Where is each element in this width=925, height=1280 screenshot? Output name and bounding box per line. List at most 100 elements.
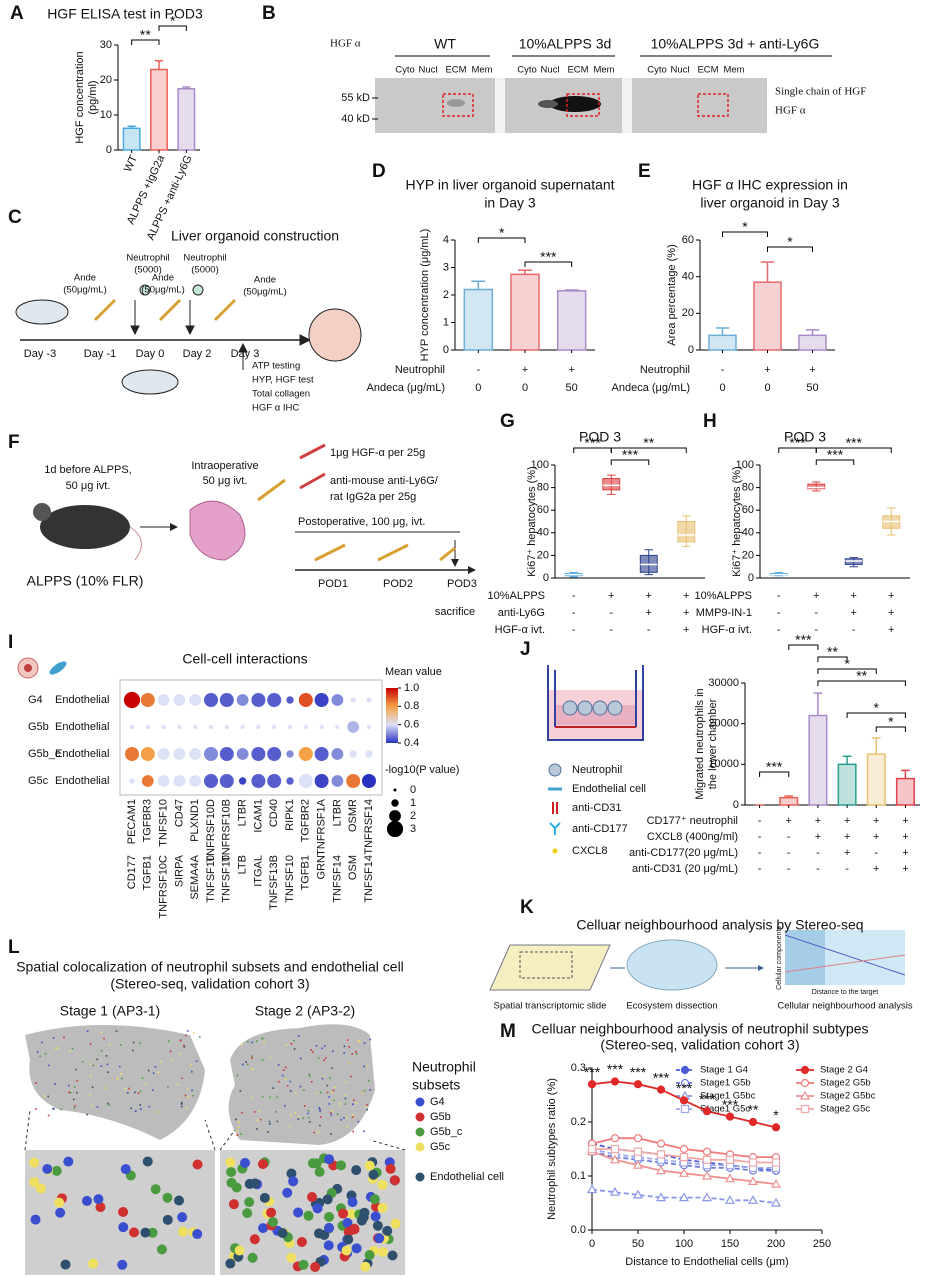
label: G5b	[28, 721, 49, 733]
speckle	[237, 1126, 240, 1128]
speckle	[366, 1108, 368, 1111]
speckle	[120, 1072, 122, 1075]
label: -	[787, 847, 791, 859]
label: G5c	[28, 775, 49, 787]
label: +	[902, 831, 908, 843]
y-tick-label: 0.1	[571, 1170, 586, 1182]
label: (Stereo-seq, validation cohort 3)	[110, 976, 309, 992]
dot	[331, 694, 344, 706]
zoom-dot	[387, 1250, 398, 1261]
dot	[141, 775, 154, 787]
zoom-dot	[364, 1160, 375, 1171]
speckle	[365, 1104, 368, 1106]
error-bar	[182, 86, 191, 89]
label: POD2	[383, 578, 413, 590]
label: Stage2 G5bc	[820, 1091, 876, 1102]
label: +	[815, 815, 821, 827]
label: the lower chamber	[707, 698, 719, 789]
label: LTBR	[331, 799, 343, 826]
speckle	[238, 1121, 240, 1123]
zoom-dot	[117, 1259, 128, 1270]
y-tick-label: 80	[537, 482, 549, 494]
speckle	[121, 1077, 123, 1080]
marker	[587, 1080, 597, 1089]
dot	[129, 778, 135, 784]
speckle	[348, 1062, 351, 1065]
speckle	[289, 1114, 292, 1116]
label: POD 3	[579, 429, 621, 445]
speckle	[44, 1053, 47, 1055]
label: Cyto	[517, 65, 537, 76]
zoom-dot	[346, 1209, 357, 1220]
speckle	[191, 1070, 193, 1073]
dot	[125, 747, 139, 761]
label: +	[851, 590, 857, 602]
speckle	[130, 1107, 132, 1110]
label: TNFRSF10C	[158, 855, 170, 919]
zoom-dot	[296, 1237, 307, 1248]
dot	[236, 748, 249, 760]
speckle	[308, 1116, 310, 1119]
zoom-dot	[364, 1250, 375, 1261]
label: Celluar neighbourhood analysis by Stereo…	[576, 917, 863, 933]
label: anti-CD31 (20 μg/mL)	[632, 863, 738, 875]
marker	[701, 1170, 713, 1180]
speckle	[132, 1049, 134, 1052]
speckle	[117, 1077, 119, 1079]
speckle	[261, 1037, 263, 1039]
label: WT	[434, 36, 456, 52]
y-tick-label: 30	[100, 39, 112, 51]
error-bar	[471, 280, 486, 290]
speckle	[55, 1047, 57, 1050]
zoom-dot	[244, 1178, 255, 1189]
speckle	[363, 1042, 366, 1044]
label: Endothelial	[55, 694, 109, 706]
label: +	[888, 607, 894, 619]
marker	[632, 1159, 644, 1169]
marker	[725, 1112, 735, 1121]
label: POD3	[447, 578, 477, 590]
sig-bracket	[875, 726, 906, 732]
label: +	[683, 607, 689, 619]
zoom-dot	[225, 1157, 236, 1168]
neighbourhood-diagram	[489, 930, 906, 991]
color-tick-label: 0.4	[404, 737, 419, 749]
speckle	[363, 1065, 365, 1068]
label: +	[873, 815, 879, 827]
dot	[346, 774, 361, 788]
speckle	[333, 1099, 335, 1102]
label: anti-CD177(20 μg/mL)	[629, 847, 738, 859]
speckle	[190, 1063, 192, 1066]
x-tick-label: 100	[675, 1238, 693, 1250]
zoom-dot	[286, 1252, 297, 1263]
label: +	[844, 847, 850, 859]
dot	[298, 693, 313, 707]
dot	[123, 691, 141, 709]
label: -	[609, 607, 613, 619]
label: Neutrophil	[126, 253, 169, 264]
zoom-dot	[118, 1222, 129, 1233]
label: -	[816, 847, 820, 859]
label: 1d before ALPPS,	[44, 464, 131, 476]
dot	[240, 724, 245, 730]
label: subsets	[412, 1077, 460, 1093]
label: Liver organoid construction	[171, 228, 339, 244]
dot	[303, 724, 308, 730]
error-bar	[564, 289, 579, 291]
bar	[779, 796, 799, 806]
speckle	[290, 1042, 293, 1045]
speckle	[357, 1040, 359, 1042]
speckle	[156, 1111, 159, 1113]
marker	[747, 1176, 759, 1186]
speckle	[251, 1041, 254, 1044]
dot	[161, 724, 166, 730]
label: ***	[795, 632, 812, 648]
marker	[632, 1189, 644, 1199]
label: TNFSF10	[158, 799, 170, 847]
dot	[314, 747, 329, 761]
speckle	[293, 1039, 295, 1042]
label: 50 μg ivt.	[203, 475, 248, 487]
speckle	[303, 1089, 305, 1091]
sig-bracket	[767, 246, 813, 252]
dot	[287, 724, 293, 730]
